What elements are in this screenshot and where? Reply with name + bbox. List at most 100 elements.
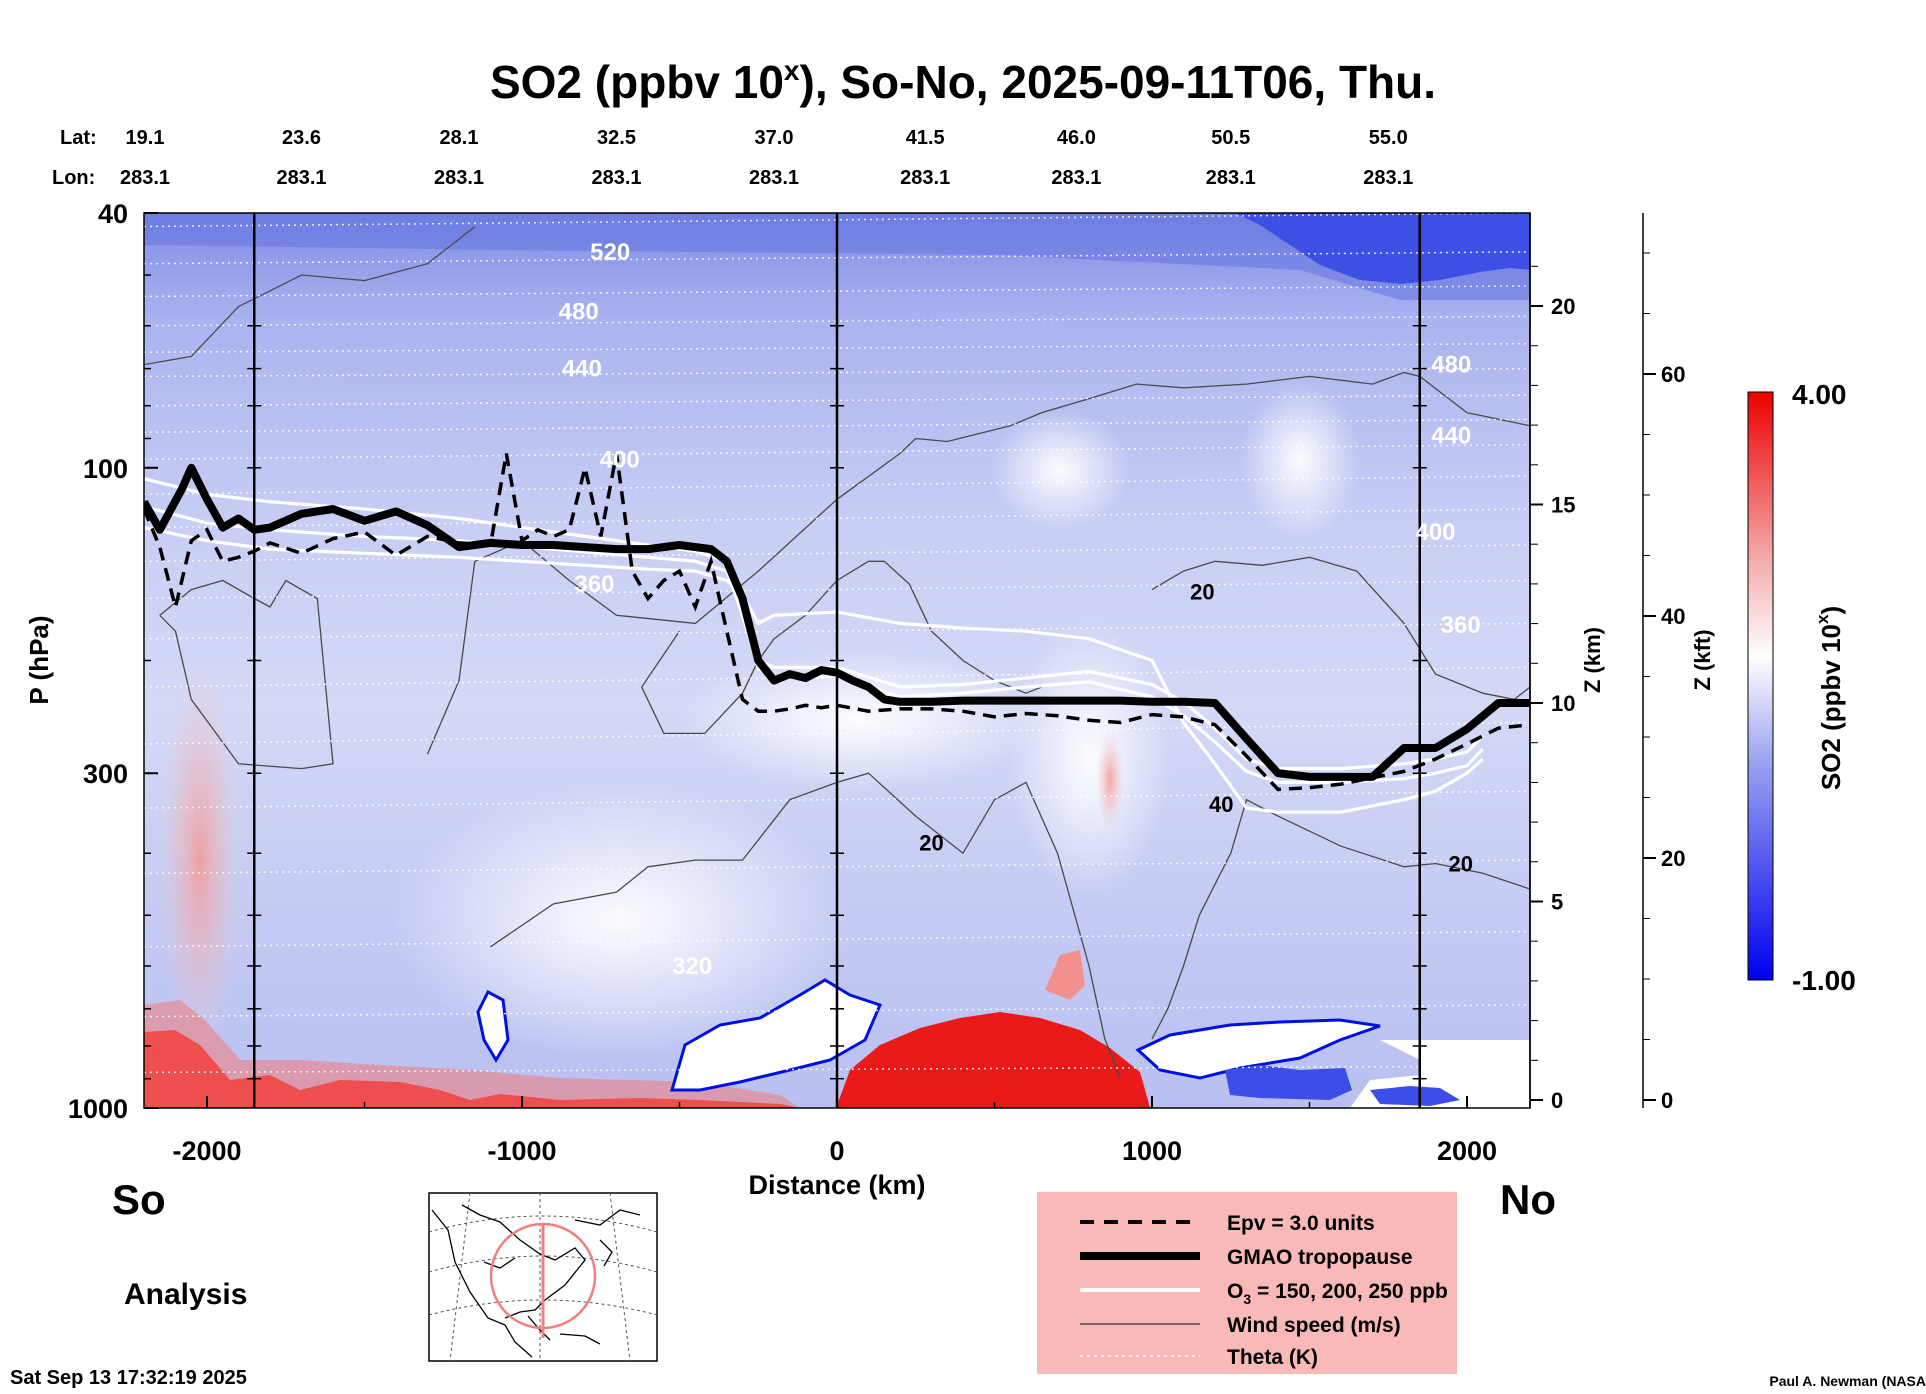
z-km-tick-label: 5 xyxy=(1551,890,1563,915)
theta-label: 440 xyxy=(562,356,602,383)
wind-speed-label: 20 xyxy=(1448,851,1472,876)
locator-map xyxy=(428,1192,658,1362)
theta-label: 520 xyxy=(590,239,630,266)
wind-speed-contour xyxy=(1151,798,1530,1040)
theta-label: 320 xyxy=(672,953,712,980)
epv-contour-line xyxy=(144,453,1530,792)
wind-speed-contour xyxy=(1151,556,1530,701)
colorbar-scale xyxy=(1747,391,1774,981)
theta-label: 400 xyxy=(1415,519,1455,546)
colorbar: 4.00 -1.00 SO2 (ppbv 10x) xyxy=(1747,379,1856,996)
wind-speed-contour xyxy=(426,371,1530,755)
z-km-tick-label: 10 xyxy=(1551,691,1575,716)
wind-speed-contour xyxy=(144,226,476,366)
lon-header-label: Lon: xyxy=(52,167,95,189)
z-kft-axis-label: Z (kft) xyxy=(1690,629,1715,690)
lon-value: 283.1 xyxy=(434,167,484,189)
theta-label: 360 xyxy=(574,571,614,598)
plot-area: 520 480 440 400 360 320 480 440 400 360 20 20 40 20 xyxy=(144,213,1530,1108)
chart-title: SO2 (ppbv 10x), So-No, 2025-09-11T06, Th… xyxy=(490,55,1436,108)
z-kft-tick-label: 20 xyxy=(1661,846,1685,871)
legend-o3-label: O3 = 150, 200, 250 ppb xyxy=(1227,1280,1448,1307)
lat-value: 23.6 xyxy=(282,127,321,149)
z-km-axis: 0 5 10 15 20 xyxy=(1529,213,1575,1113)
legend-gmao-label: GMAO tropopause xyxy=(1227,1246,1413,1269)
theta-label: 360 xyxy=(1441,612,1481,639)
lat-value: 28.1 xyxy=(440,127,479,149)
x-tick-label: -1000 xyxy=(487,1136,556,1166)
reference-vertical-lines xyxy=(247,213,1427,1108)
x-tick-label: -2000 xyxy=(172,1136,241,1166)
theta-label: 440 xyxy=(1431,422,1471,449)
wind-speed-label: 20 xyxy=(919,831,943,856)
ozone-contour xyxy=(144,526,1484,814)
so2-high-surface-center xyxy=(836,1012,1150,1108)
lat-value: 32.5 xyxy=(597,127,636,149)
so2-mid-blue-band xyxy=(144,213,1530,300)
colorbar-label: SO2 (ppbv 10x) xyxy=(1813,606,1846,790)
legend-epv-label: Epv = 3.0 units xyxy=(1227,1212,1375,1235)
so2-near-zero-area xyxy=(1010,620,1170,900)
lat-value: 46.0 xyxy=(1057,127,1096,149)
lon-value: 283.1 xyxy=(1206,167,1256,189)
lat-lon-header: 19.1 23.6 28.1 32.5 37.0 41.5 46.0 50.5 55.0 283.… xyxy=(120,127,1413,189)
map-coastlines xyxy=(431,1204,641,1358)
lon-value: 283.1 xyxy=(276,167,326,189)
surface-mask xyxy=(476,989,510,1063)
lat-value: 19.1 xyxy=(126,127,165,149)
so2-near-zero-area xyxy=(390,780,850,1060)
lon-value: 283.1 xyxy=(120,167,170,189)
z-km-tick-label: 20 xyxy=(1551,294,1575,319)
so2-elevated-spot xyxy=(1045,950,1085,1000)
z-km-tick-label: 0 xyxy=(1551,1088,1563,1113)
theta-label: 400 xyxy=(600,446,640,473)
y-tick-label: 1000 xyxy=(68,1094,128,1124)
epv-contour xyxy=(144,453,1530,792)
legend-wind-label: Wind speed (m/s) xyxy=(1227,1314,1401,1337)
wind-speed-label: 20 xyxy=(1190,579,1214,604)
x-axis: -2000 -1000 0 1000 2000 xyxy=(172,1096,1497,1166)
wind-speed-contour xyxy=(490,772,1122,1079)
wind-speed-contours xyxy=(144,226,1530,1079)
surface-mask xyxy=(670,978,883,1092)
so2-low-surface-patch xyxy=(1225,1065,1352,1100)
y-axis: 40 100 300 1000 xyxy=(68,199,158,1124)
theta-label: 480 xyxy=(559,298,599,325)
north-label: No xyxy=(1500,1176,1556,1223)
wind-speed-contour xyxy=(159,579,334,770)
lon-value: 283.1 xyxy=(1363,167,1413,189)
y-tick-label: 40 xyxy=(98,199,128,229)
lat-header-label: Lat: xyxy=(60,127,97,149)
wind-speed-label: 40 xyxy=(1209,792,1233,817)
x-tick-label: 2000 xyxy=(1437,1136,1497,1166)
z-km-tick-label: 15 xyxy=(1551,493,1575,518)
z-kft-axis: 0 20 40 60 xyxy=(1642,213,1685,1113)
z-kft-tick-label: 60 xyxy=(1661,362,1685,387)
gmao-tropopause-line xyxy=(144,463,1530,781)
so2-near-zero-area xyxy=(990,410,1130,530)
so2-low-surface-patch xyxy=(1370,1086,1460,1106)
south-label: So xyxy=(112,1176,166,1223)
lat-value: 50.5 xyxy=(1211,127,1250,149)
so2-elevated-column xyxy=(1096,730,1124,830)
y-tick-label: 100 xyxy=(83,454,128,484)
lat-value: 55.0 xyxy=(1369,127,1408,149)
so2-high-surface-left xyxy=(144,1000,800,1108)
credit: Paul A. Newman (NASA xyxy=(1769,1373,1926,1389)
legend: Epv = 3.0 units GMAO tropopause O3 = 150… xyxy=(1037,1192,1457,1374)
z-kft-tick-label: 40 xyxy=(1661,604,1685,629)
colorbar-max-label: 4.00 xyxy=(1792,379,1847,410)
ozone-contour xyxy=(144,477,1484,771)
colorbar-min-label: -1.00 xyxy=(1792,965,1856,996)
analysis-label: Analysis xyxy=(124,1278,247,1311)
theta-label: 480 xyxy=(1431,352,1471,379)
legend-theta-label: Theta (K) xyxy=(1227,1346,1318,1369)
z-kft-tick-label: 0 xyxy=(1661,1088,1673,1113)
y-axis-label: P (hPa) xyxy=(24,615,54,704)
z-km-axis-label: Z (km) xyxy=(1580,627,1605,693)
lon-value: 283.1 xyxy=(591,167,641,189)
y-tick-label: 300 xyxy=(83,759,128,789)
lat-value: 41.5 xyxy=(906,127,945,149)
x-tick-label: 1000 xyxy=(1122,1136,1182,1166)
